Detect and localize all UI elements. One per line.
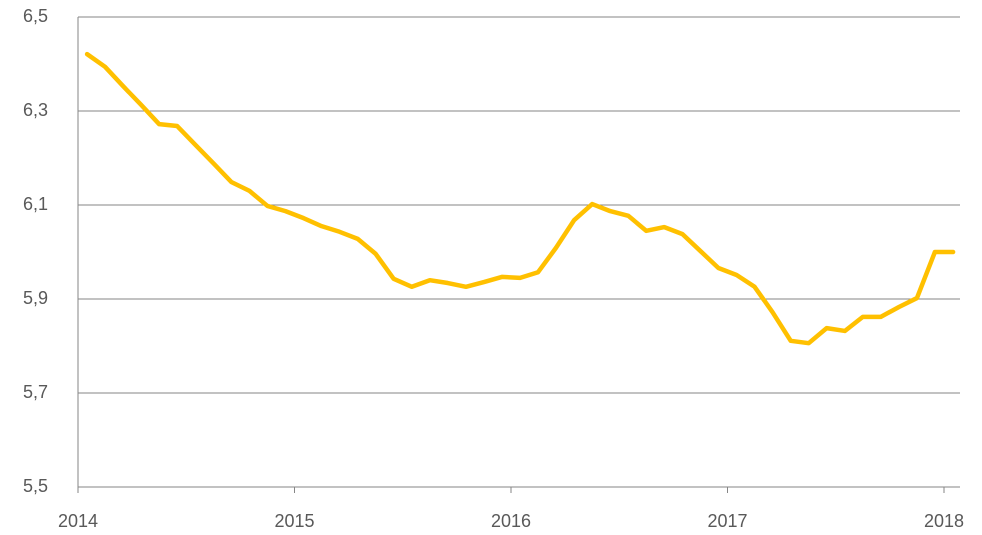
y-tick-label: 5,5 [23,476,48,496]
x-tick-label: 2014 [58,511,98,531]
y-tick-label: 6,5 [23,6,48,26]
y-tick-label: 5,7 [23,382,48,402]
y-tick-label: 6,3 [23,100,48,120]
x-tick-label: 2017 [707,511,747,531]
y-tick-label: 5,9 [23,288,48,308]
x-tick-label: 2016 [491,511,531,531]
x-tick-label: 2015 [274,511,314,531]
line-series [84,51,956,346]
y-tick-label: 6,1 [23,194,48,214]
x-tick-label: 2018 [924,511,964,531]
